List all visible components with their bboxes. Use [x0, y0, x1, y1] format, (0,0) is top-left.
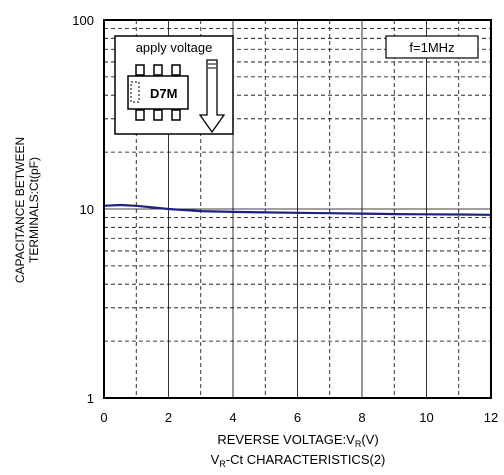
pin-bottom-1: [135, 109, 145, 121]
inset-label: apply voltage: [136, 40, 213, 55]
package-body: [127, 75, 189, 110]
x-tick-label: 8: [358, 410, 365, 425]
x-tick-label: 4: [229, 410, 236, 425]
pin-top-2: [153, 64, 163, 76]
x-tick-label: 2: [165, 410, 172, 425]
pin-top-1: [135, 64, 145, 76]
x-tick-label: 6: [294, 410, 301, 425]
pin-top-3: [171, 64, 181, 76]
y-tick-label: 1: [87, 391, 94, 406]
pin1-mark-icon: [130, 81, 140, 103]
series-layer: [103, 203, 492, 216]
y-axis-label: CAPACITANCE BETWEEN TERMINALS:Ct(pF): [13, 137, 41, 283]
y-tick-label: 10: [80, 202, 94, 217]
condition-box: f=1MHz: [385, 35, 479, 59]
voltage-arrow-icon: [198, 59, 226, 134]
apply-voltage-inset: apply voltage D7M: [114, 35, 234, 135]
y-axis-label-line2: TERMINALS:Ct(pF): [27, 157, 41, 263]
y-axis-label-line1: CAPACITANCE BETWEEN: [13, 137, 27, 283]
y-tick-labels: 1 10 100: [72, 13, 94, 406]
chart-caption: VR-Ct CHARACTERISTICS(2): [211, 452, 386, 469]
x-tick-label: 12: [484, 410, 498, 425]
x-axis-label: REVERSE VOLTAGE:VR(V): [217, 432, 378, 449]
x-tick-label: 10: [419, 410, 433, 425]
x-tick-labels: 0 2 4 6 8 10 12: [100, 410, 498, 425]
package-marking: D7M: [150, 86, 177, 101]
series-line: [103, 203, 492, 216]
condition-frame: [385, 35, 479, 59]
pin-bottom-2: [153, 109, 163, 121]
y-tick-label: 100: [72, 13, 94, 28]
x-tick-label: 0: [100, 410, 107, 425]
plot-frame: [103, 19, 492, 399]
pin-bottom-3: [171, 109, 181, 121]
condition-label: f=1MHz: [409, 40, 454, 55]
